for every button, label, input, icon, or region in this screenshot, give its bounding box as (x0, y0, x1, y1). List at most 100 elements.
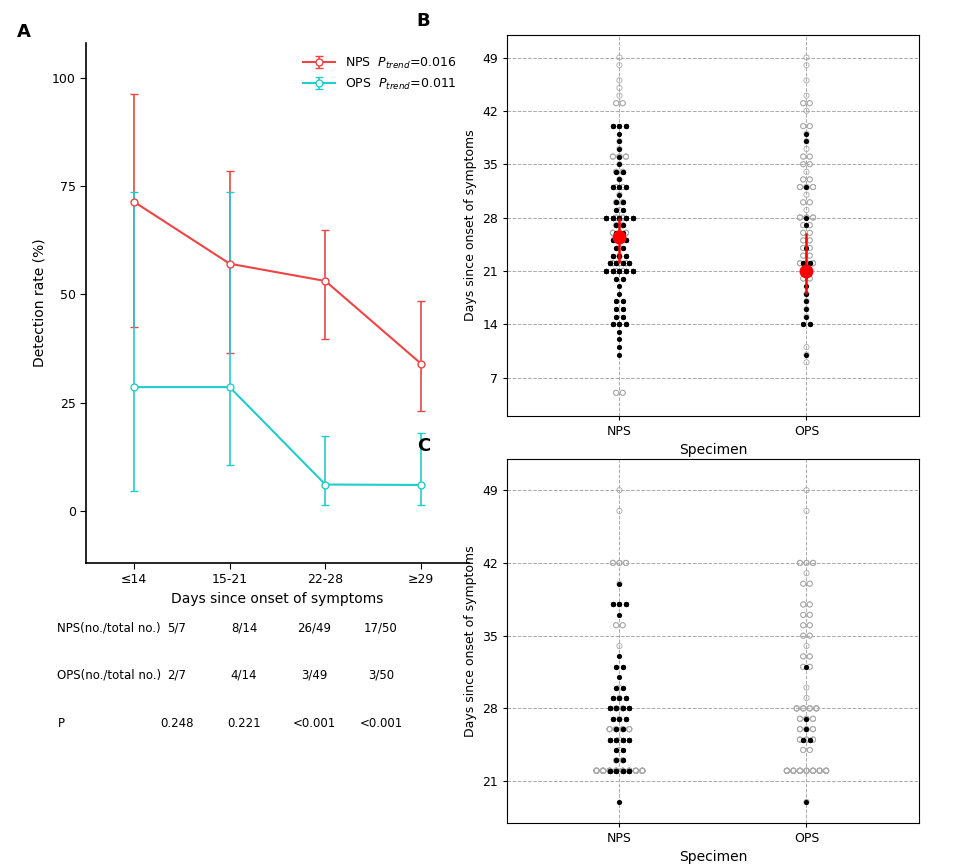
Point (605, 712, 620, 726)
Point (802, 660, 817, 674)
Point (779, 764, 794, 778)
Point (609, 701, 624, 715)
Point (795, 733, 811, 746)
Point (622, 256, 637, 270)
Point (628, 764, 643, 778)
Point (799, 188, 814, 202)
Point (615, 753, 631, 767)
Point (799, 210, 814, 224)
Point (792, 180, 808, 194)
Point (634, 764, 650, 778)
Point (605, 226, 620, 240)
Point (615, 618, 631, 632)
Point (599, 210, 614, 224)
Point (812, 764, 827, 778)
Point (634, 764, 650, 778)
Point (799, 50, 814, 64)
Point (802, 120, 817, 133)
Point (795, 577, 811, 591)
Point (799, 556, 814, 570)
Point (618, 120, 634, 133)
Point (605, 150, 620, 164)
Point (615, 196, 631, 210)
Point (615, 180, 631, 194)
Point (792, 764, 808, 778)
Point (615, 272, 631, 286)
Point (806, 733, 821, 746)
Point (602, 256, 617, 270)
Point (612, 264, 627, 278)
Point (618, 598, 634, 611)
Point (615, 165, 631, 178)
Point (618, 264, 634, 278)
Point (618, 249, 634, 262)
Point (618, 226, 634, 240)
Point (622, 764, 637, 778)
Point (609, 618, 624, 632)
Point (609, 701, 624, 715)
Point (809, 701, 824, 715)
Point (806, 256, 821, 270)
Point (795, 701, 811, 715)
Point (812, 764, 827, 778)
Point (605, 249, 620, 262)
Point (799, 340, 814, 354)
Point (818, 764, 834, 778)
Point (795, 196, 811, 210)
Point (795, 256, 811, 270)
Point (615, 701, 631, 715)
Point (609, 722, 624, 736)
Point (806, 712, 821, 726)
Point (809, 701, 824, 715)
Point (802, 577, 817, 591)
Point (615, 701, 631, 715)
Point (792, 256, 808, 270)
Point (605, 556, 620, 570)
Point (615, 660, 631, 674)
Point (792, 764, 808, 778)
Point (806, 764, 821, 778)
Point (802, 256, 817, 270)
Point (615, 256, 631, 270)
Point (615, 764, 631, 778)
Point (602, 764, 617, 778)
Point (799, 294, 814, 308)
Point (599, 210, 614, 224)
Point (595, 764, 611, 778)
Point (806, 210, 821, 224)
Point (618, 712, 634, 726)
Point (589, 764, 604, 778)
Point (622, 733, 637, 746)
Point (792, 722, 808, 736)
Point (628, 764, 643, 778)
Point (605, 180, 620, 194)
Text: 3/50: 3/50 (367, 669, 394, 682)
Point (612, 577, 627, 591)
Point (615, 722, 631, 736)
Point (799, 722, 814, 736)
Point (625, 210, 640, 224)
Point (802, 618, 817, 632)
Point (612, 158, 627, 171)
Point (599, 264, 614, 278)
Point (589, 764, 604, 778)
Point (792, 764, 808, 778)
Point (795, 249, 811, 262)
Point (609, 203, 624, 216)
Point (802, 150, 817, 164)
Point (609, 310, 624, 324)
Point (622, 256, 637, 270)
Point (618, 150, 634, 164)
Point (802, 701, 817, 715)
Point (612, 234, 627, 248)
Point (615, 743, 631, 757)
Point (806, 764, 821, 778)
Point (812, 764, 827, 778)
Point (622, 722, 637, 736)
Point (602, 733, 617, 746)
Point (792, 712, 808, 726)
Point (622, 764, 637, 778)
Point (799, 256, 814, 270)
Point (612, 249, 627, 262)
Point (612, 317, 627, 331)
